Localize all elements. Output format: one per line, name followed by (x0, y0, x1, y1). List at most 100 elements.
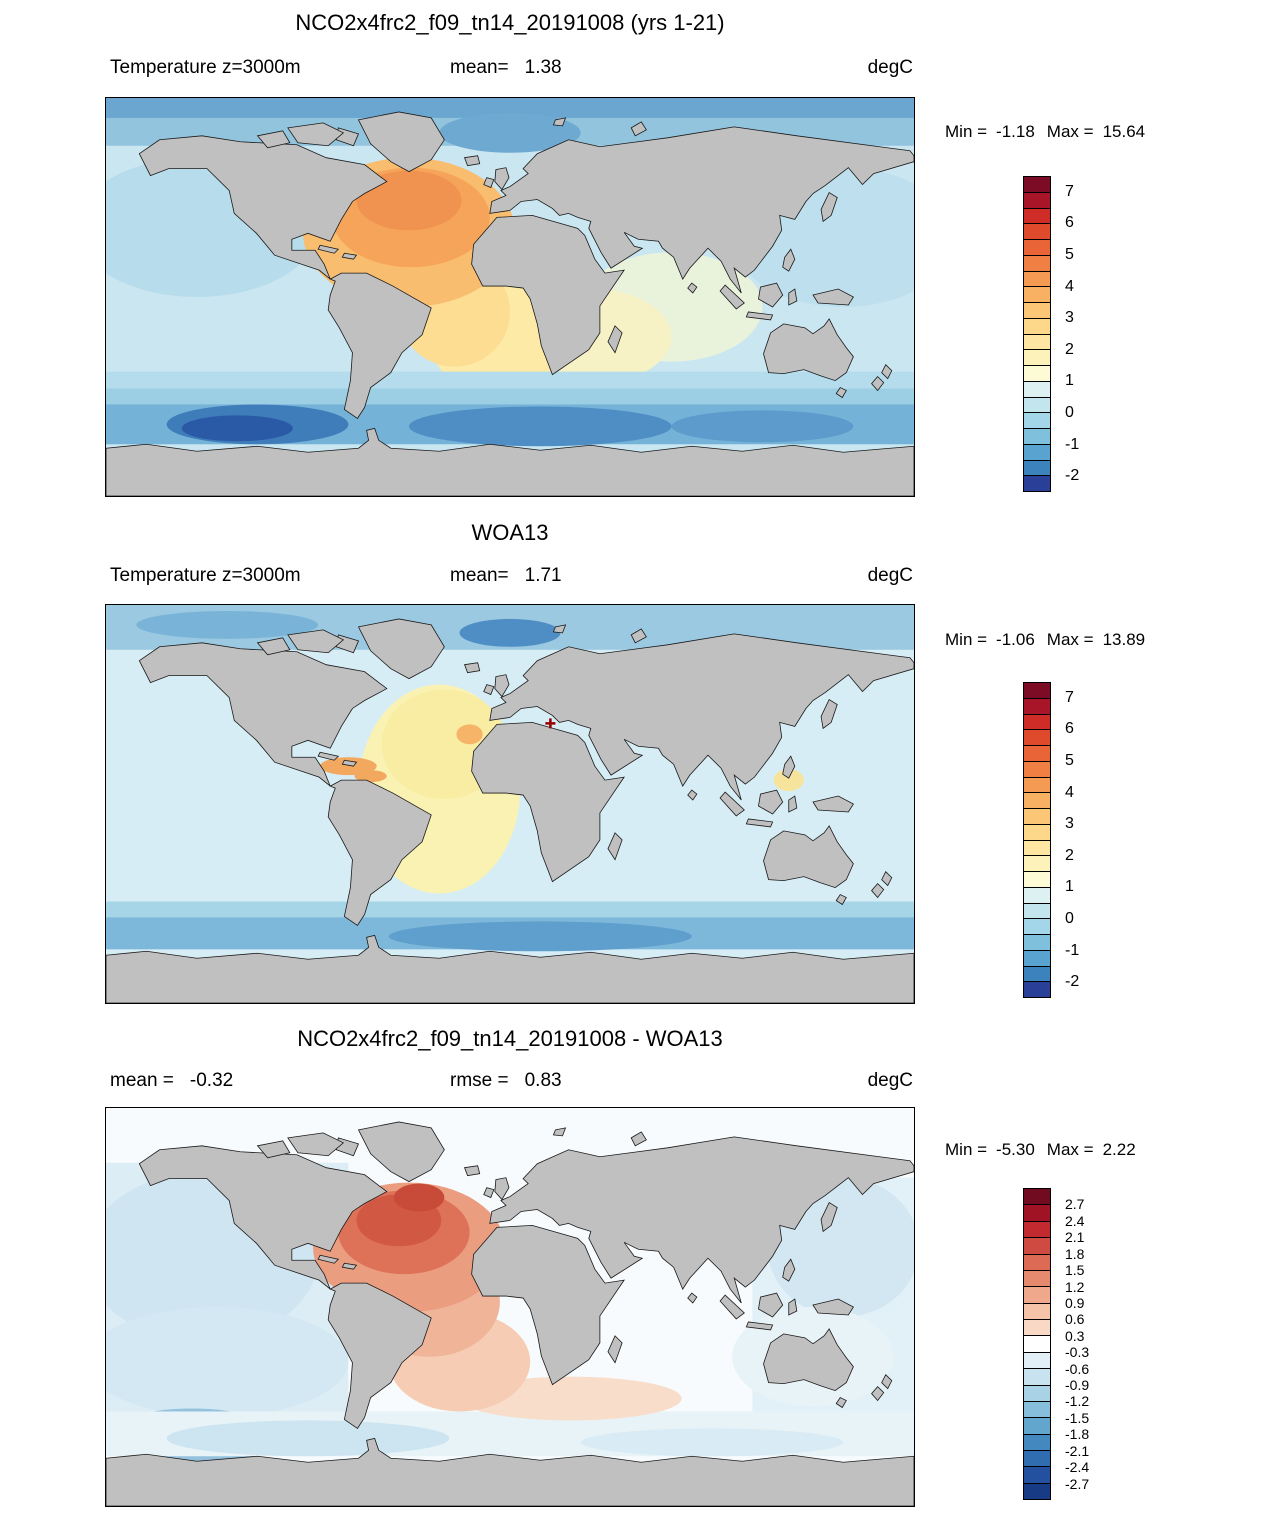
minmax-row: Min = -1.18 Max = 15.64 (945, 122, 1145, 142)
min-label: Min = (945, 1140, 988, 1159)
colorbar-segment (1024, 270, 1050, 287)
colorbar-tick-label: 5 (1065, 246, 1074, 263)
colorbar-segment (1024, 918, 1050, 934)
continent-shape (630, 1131, 647, 1147)
colorbar-segment (1024, 1319, 1050, 1336)
continent-shape (471, 722, 625, 883)
colorbar-tick-label: 0 (1065, 910, 1074, 927)
minmax-row: Min = -5.30 Max = 2.22 (945, 1140, 1136, 1160)
panel-header-row: Temperature z=3000m mean= 1.71 degC (105, 565, 915, 591)
colorbar-tick-label: 0.6 (1065, 1311, 1085, 1328)
colorbar-segment (1024, 443, 1050, 460)
max-label: Max = (1046, 122, 1094, 141)
continent-shape (630, 628, 647, 644)
continent-shape (835, 894, 847, 906)
continent-shape (357, 1121, 445, 1183)
colorbar-tick-label: -2.1 (1065, 1442, 1090, 1459)
colorbar-tick-label: -0.3 (1065, 1344, 1090, 1361)
continent-shape (106, 934, 914, 1003)
continent-shape (763, 825, 854, 889)
continent-shape (489, 126, 914, 294)
min-label: Min = (945, 630, 988, 649)
continent-shape (287, 122, 345, 147)
colorbar-segment (1024, 380, 1050, 397)
continent-shape (871, 883, 885, 899)
continent-shape (317, 244, 340, 254)
map-obs (105, 604, 915, 1004)
continent-shape (812, 1298, 854, 1316)
continent-shape (327, 779, 432, 926)
world-map-graphic (106, 98, 914, 496)
colorbar-segment (1024, 207, 1050, 224)
colorbar-segment (1024, 254, 1050, 271)
colorbar-tick-label: 1.2 (1065, 1278, 1085, 1295)
colorbar-segment (1024, 412, 1050, 428)
continent-shape (317, 1254, 340, 1264)
colorbar-segment (1024, 239, 1050, 255)
continent-shape (758, 282, 784, 308)
colorbar-segment (1024, 729, 1050, 745)
colorbar-segment (1024, 177, 1050, 192)
continent-shape (489, 1136, 914, 1304)
colorbar-segment (1024, 396, 1050, 413)
field-label: Temperature z=3000m (110, 57, 301, 78)
colorbar-segment (1024, 223, 1050, 239)
colorbar-tick-label: -2 (1065, 467, 1080, 485)
continent-shape (687, 1292, 698, 1304)
continent-shape (788, 795, 798, 813)
minmax-row: Min = -1.06 Max = 13.89 (945, 630, 1145, 650)
continent-shape (256, 1140, 291, 1159)
continent-shape (835, 387, 847, 399)
panel-title: NCO2x4frc2_f09_tn14_20191008 - WOA13 (297, 1026, 723, 1051)
colorbar-tick-label: 7 (1065, 182, 1074, 200)
max-label: Max = (1046, 630, 1094, 649)
world-map-graphic (106, 1108, 914, 1506)
units-label: degC (867, 1070, 913, 1091)
continent-shape (494, 674, 510, 698)
colorbar-tick-label: 1.8 (1065, 1245, 1085, 1262)
panel-title: NCO2x4frc2_f09_tn14_20191008 (yrs 1-21) (295, 10, 725, 35)
colorbar-segment (1024, 1384, 1050, 1401)
continent-shape (871, 1386, 885, 1402)
continent-shape (782, 755, 796, 779)
mean-label: mean= (450, 565, 509, 586)
colorbar-segment (1024, 1400, 1050, 1418)
panel-header-row: mean = -0.32 rmse = 0.83 degC (105, 1070, 915, 1096)
colorbar-tick-label: -2.7 (1065, 1475, 1090, 1492)
colorbar-tick-label: 4 (1065, 277, 1074, 295)
continent-shape (763, 318, 854, 382)
colorbar-segment (1024, 792, 1050, 808)
colorbar-segment (1024, 1450, 1050, 1467)
continent-shape (835, 1397, 847, 1409)
map-difference (105, 1107, 915, 1507)
colorbar-segment (1024, 981, 1050, 997)
colorbar-segment (1024, 317, 1050, 334)
continent-shape (607, 832, 623, 861)
continent-shape (719, 284, 745, 310)
continent-shape (494, 167, 510, 191)
continent-shape (327, 272, 432, 419)
colorbar-segment (1024, 1466, 1050, 1483)
continent-shape (287, 1132, 345, 1157)
continent-shape (719, 791, 745, 817)
colorbar-tick-label: -2.4 (1065, 1459, 1090, 1476)
continent-shape (719, 1294, 745, 1320)
colorbar-segment (1024, 823, 1050, 840)
mean-value: -0.32 (189, 1070, 234, 1091)
continent-shape (552, 117, 567, 127)
colorbar-segment (1024, 871, 1050, 887)
colorbar-segment (1024, 191, 1050, 208)
continent-shape (758, 789, 784, 815)
colorbar-tick-label: 2.1 (1065, 1229, 1085, 1246)
continent-shape (489, 633, 914, 801)
colorbar-segment (1024, 349, 1050, 365)
panel-header-row: Temperature z=3000m mean= 1.38 degC (105, 57, 915, 83)
colorbar-tick-label: 4 (1065, 783, 1074, 801)
colorbar-segment (1024, 365, 1050, 381)
mean-label: mean= (450, 57, 509, 78)
continent-shape (463, 1165, 481, 1177)
colorbar-segment (1024, 1335, 1050, 1352)
colorbar-tick-label: 2 (1065, 340, 1074, 358)
continent-shape (687, 789, 698, 801)
